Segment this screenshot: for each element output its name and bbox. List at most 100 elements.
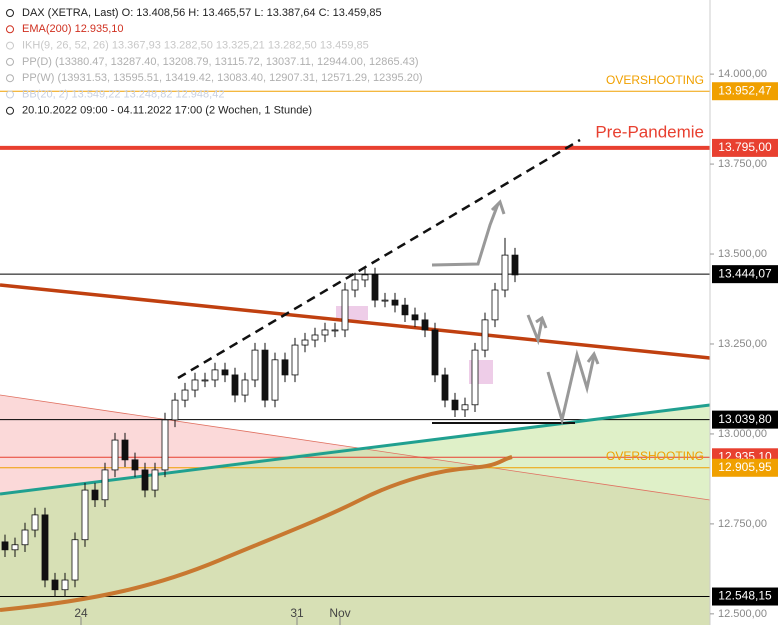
trend-line: [0, 403, 711, 496]
olive-zone: [0, 447, 710, 625]
legend-marker: [6, 106, 14, 115]
candle-body: [291, 344, 299, 376]
candle-body: [311, 334, 319, 341]
annotation: OVERSHOOTING: [606, 73, 704, 87]
legend-marker: [6, 41, 14, 50]
axis-panel: [710, 0, 780, 625]
y-tick-label: 12.500,00: [718, 608, 767, 620]
candle-body: [221, 369, 229, 376]
highlight-box: [336, 306, 368, 320]
candle-body: [111, 439, 119, 471]
arrows: [431, 199, 600, 426]
candle-body: [251, 349, 259, 381]
level-box: [712, 458, 778, 477]
legend-marker: [6, 57, 14, 66]
candle-body: [321, 329, 329, 336]
y-tick-label: 12.750,00: [718, 518, 767, 530]
candle-body: [511, 254, 519, 276]
y-tick-label: 13.250,00: [718, 338, 767, 350]
candle-body: [181, 389, 189, 401]
level-box: [712, 587, 778, 606]
candle-body: [421, 319, 429, 331]
y-tick-label: 13.000,00: [718, 428, 767, 440]
y-tick-label: 13.750,00: [718, 158, 767, 170]
candle-body: [261, 349, 269, 401]
legend-entry: IKH(9, 26, 52, 26) 13.367,93 13.282,50 1…: [22, 40, 369, 52]
legend-marker: [6, 90, 14, 99]
candle-body: [391, 299, 399, 306]
annotation: Pre-Pandemie: [595, 122, 704, 141]
level-box: [712, 138, 778, 157]
legend-entry: BB(20, 2) 13.549,22 13.248,82 12.948,42: [22, 88, 224, 100]
legend-entry: PP(W) (13931.53, 13595.51, 13419.42, 130…: [22, 72, 423, 84]
legend-entry: 20.10.2022 09:00 - 04.11.2022 17:00 (2 W…: [22, 105, 312, 117]
candle-body: [461, 404, 469, 411]
candle-body: [441, 374, 449, 401]
candle-body: [301, 339, 309, 346]
candle-body: [51, 579, 59, 591]
legend-marker: [6, 25, 14, 34]
x-tick-label: Nov: [329, 606, 350, 620]
candle-body: [341, 289, 349, 331]
candle-body: [71, 539, 79, 581]
candle-body: [271, 359, 279, 401]
candle-body: [41, 514, 49, 581]
legend-entry: DAX (XETRA, Last) O: 13.408,56 H: 13.465…: [22, 7, 382, 19]
level-box: [712, 410, 778, 429]
candle-body: [371, 274, 379, 301]
level-label: 12.905,95: [718, 460, 772, 474]
ema-line: [0, 455, 513, 612]
candle-body: [201, 379, 209, 382]
candle-body: [211, 369, 219, 381]
legend-marker: [6, 74, 14, 83]
candle-body: [471, 349, 479, 406]
candle-body: [151, 469, 159, 491]
support-line: [0, 394, 711, 501]
candle-body: [351, 279, 359, 291]
candle-body: [61, 579, 69, 591]
y-tick-label: 14.000,00: [718, 68, 767, 80]
level-label: 13.952,47: [718, 83, 772, 97]
trend-line: [0, 283, 711, 360]
candle-body: [381, 299, 389, 302]
x-tick-label: 31: [290, 606, 304, 620]
candle-body: [331, 329, 339, 332]
y-tick-label: 13.500,00: [718, 248, 767, 260]
level-label: 12.548,15: [718, 589, 772, 603]
legend-entry: PP(D) (13380.47, 13287.40, 13208.79, 131…: [22, 56, 419, 68]
candle-body: [91, 489, 99, 501]
candle-body: [451, 399, 459, 411]
level-box: [712, 82, 778, 101]
candle-body: [401, 304, 409, 316]
level-box: [712, 265, 778, 284]
level-label: 13.039,80: [718, 412, 772, 426]
candle-body: [171, 399, 179, 421]
legend-entry: EMA(200) 12.935,10: [22, 23, 124, 35]
level-label: 13.795,00: [718, 140, 772, 154]
candle-body: [81, 489, 89, 541]
candle-body: [191, 379, 199, 391]
level-label: 13.444,07: [718, 266, 772, 280]
candle-body: [31, 514, 39, 531]
candle-body: [11, 544, 19, 551]
candle-body: [131, 459, 139, 471]
candle-body: [481, 319, 489, 351]
candle-body: [281, 359, 289, 376]
candle-body: [431, 329, 439, 376]
candle-body: [161, 419, 169, 471]
candle-body: [141, 469, 149, 491]
candle-body: [411, 314, 419, 321]
annotation: OVERSHOOTING: [606, 449, 704, 463]
candle-body: [121, 439, 129, 461]
x-tick-label: 24: [74, 606, 88, 620]
trend-line: [177, 138, 581, 380]
candle-body: [241, 379, 249, 396]
candle-body: [501, 254, 509, 291]
candle-body: [101, 469, 109, 501]
candle-body: [361, 274, 369, 281]
legend-marker: [6, 9, 14, 17]
candle-body: [1, 541, 9, 551]
candle-body: [231, 374, 239, 396]
candle-body: [491, 289, 499, 321]
